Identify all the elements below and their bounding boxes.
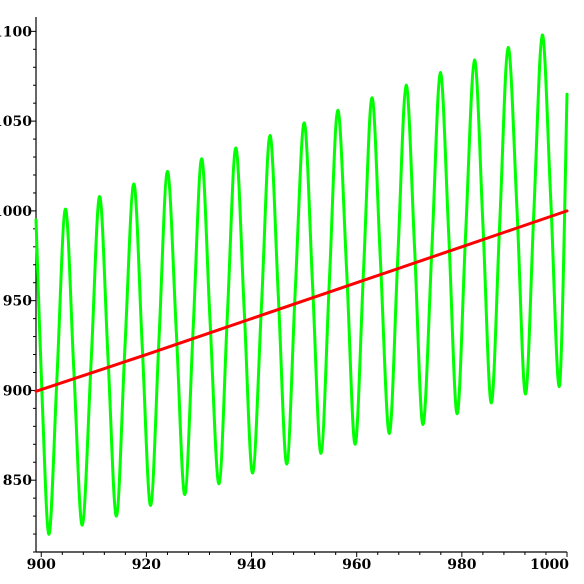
y-tick-label: 850 [3,473,32,489]
series-line-2 [34,209,569,393]
y-tick-label: 900 [3,383,32,399]
x-tick-label: 940 [237,557,266,573]
axes [31,17,568,557]
x-tick-label: 980 [447,557,476,573]
y-tick-label: 950 [3,294,32,310]
y-tick-label: 1050 [0,114,32,130]
x-tick-label: 1000 [530,557,569,573]
y-tick-label: 1000 [0,204,32,220]
x-tick-label: 900 [27,557,56,573]
series-line-1 [34,33,569,536]
y-tick-label: 1100 [0,24,32,40]
series-layer [34,33,569,536]
x-tick-label: 960 [342,557,371,573]
x-tick-label: 920 [132,557,161,573]
tick-labels: 850 900 950 1000 1050 1100 900 920 940 960 980 1000 [0,24,569,573]
